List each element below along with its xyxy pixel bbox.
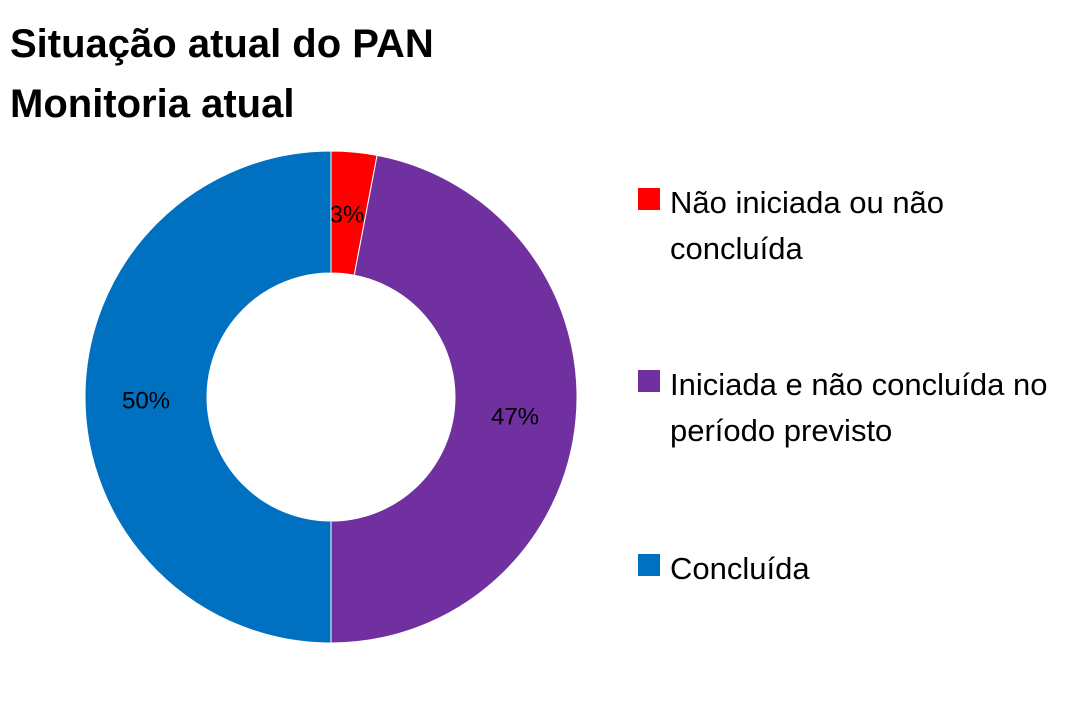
donut-slice-1 (330, 154, 578, 644)
legend-label: Não iniciada ou não concluída (670, 185, 945, 266)
legend-label: Concluída (670, 551, 810, 586)
legend-swatch (638, 554, 660, 576)
data-label-1: 47% (491, 403, 539, 430)
chart-title-line-1: Situação atual do PAN (10, 22, 434, 66)
data-label-0: 3% (330, 201, 365, 228)
legend-item-concluida: Concluída (638, 546, 1070, 592)
legend-label: Iniciada e não concluída no período prev… (670, 367, 1048, 448)
donut-slice-2 (84, 150, 332, 644)
chart-title-line-2: Monitoria atual (10, 82, 295, 126)
legend-item-nao-iniciada: Não iniciada ou não concluída (638, 180, 990, 272)
data-label-2: 50% (122, 387, 170, 414)
legend-swatch (638, 188, 660, 210)
legend-item-iniciada: Iniciada e não concluída no período prev… (638, 362, 1060, 454)
legend-swatch (638, 370, 660, 392)
